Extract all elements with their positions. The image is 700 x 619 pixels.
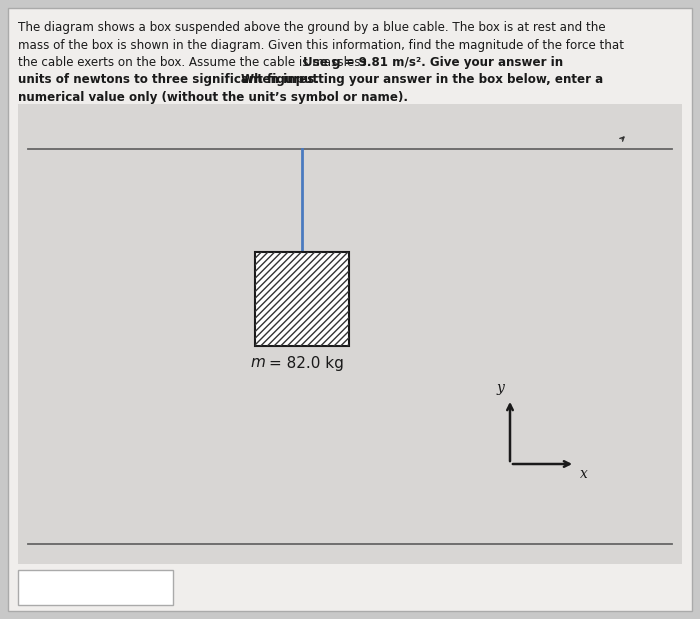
FancyBboxPatch shape	[18, 570, 173, 605]
Text: mass of the box is shown in the diagram. Given this information, find the magnit: mass of the box is shown in the diagram.…	[18, 38, 624, 51]
Bar	[18, 104, 682, 564]
Bar	[255, 252, 349, 346]
Text: When inputting your answer in the box below, enter a: When inputting your answer in the box be…	[241, 74, 603, 87]
Text: x: x	[580, 467, 588, 481]
Text: The diagram shows a box suspended above the ground by a blue cable. The box is a: The diagram shows a box suspended above …	[18, 21, 606, 34]
Text: numerical value only (without the unit’s symbol or name).: numerical value only (without the unit’s…	[18, 91, 408, 104]
Text: = 82.0 kg: = 82.0 kg	[269, 356, 344, 371]
Bar	[255, 252, 349, 346]
Text: the cable exerts on the box. Assume the cable is massless.: the cable exerts on the box. Assume the …	[18, 56, 374, 69]
Text: $m$: $m$	[250, 356, 266, 370]
FancyBboxPatch shape	[8, 8, 692, 611]
Text: Use g = 9.81 m/s². Give your answer in: Use g = 9.81 m/s². Give your answer in	[303, 56, 563, 69]
Text: y: y	[496, 381, 504, 395]
Text: units of newtons to three significant figures.: units of newtons to three significant fi…	[18, 74, 323, 87]
